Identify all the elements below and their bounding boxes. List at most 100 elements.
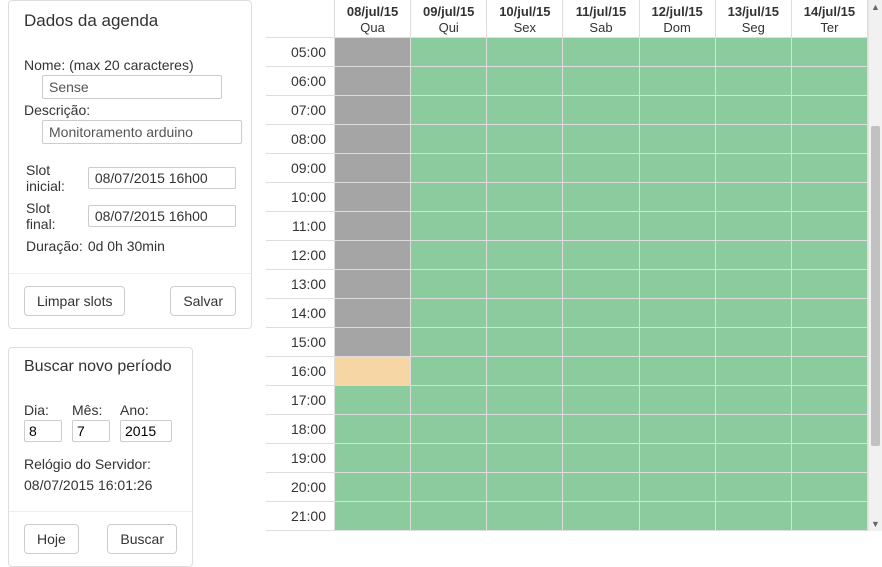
clear-slots-button[interactable]: Limpar slots <box>24 286 125 316</box>
calendar-cell[interactable] <box>335 299 410 328</box>
calendar-cell[interactable] <box>792 154 867 183</box>
calendar-cell[interactable] <box>563 125 638 154</box>
today-button[interactable]: Hoje <box>24 524 79 554</box>
calendar-cell[interactable] <box>563 444 638 473</box>
calendar-cell[interactable] <box>792 96 867 125</box>
calendar-cell[interactable] <box>640 444 715 473</box>
calendar-cell[interactable] <box>640 67 715 96</box>
calendar-cell[interactable] <box>335 473 410 502</box>
calendar-cell[interactable] <box>716 270 791 299</box>
calendar-cell[interactable] <box>335 502 410 531</box>
calendar-cell[interactable] <box>640 502 715 531</box>
calendar-cell[interactable] <box>411 357 486 386</box>
calendar-cell[interactable] <box>487 212 562 241</box>
calendar-cell[interactable] <box>640 415 715 444</box>
calendar-cell[interactable] <box>411 38 486 67</box>
calendar-cell[interactable] <box>792 328 867 357</box>
calendar-cell[interactable] <box>716 502 791 531</box>
calendar-cell[interactable] <box>792 241 867 270</box>
calendar-cell[interactable] <box>792 212 867 241</box>
calendar-cell[interactable] <box>716 183 791 212</box>
calendar-cell[interactable] <box>411 67 486 96</box>
calendar-cell[interactable] <box>792 67 867 96</box>
calendar-cell[interactable] <box>487 125 562 154</box>
month-input[interactable] <box>72 420 110 442</box>
calendar-cell[interactable] <box>411 270 486 299</box>
calendar-cell[interactable] <box>563 241 638 270</box>
calendar-cell[interactable] <box>335 67 410 96</box>
calendar-cell[interactable] <box>335 212 410 241</box>
calendar-cell[interactable] <box>487 270 562 299</box>
calendar-cell[interactable] <box>563 67 638 96</box>
calendar-cell[interactable] <box>563 212 638 241</box>
calendar-cell[interactable] <box>563 154 638 183</box>
calendar-cell[interactable] <box>716 38 791 67</box>
calendar-cell[interactable] <box>335 183 410 212</box>
calendar-cell[interactable] <box>640 38 715 67</box>
calendar-cell[interactable] <box>563 328 638 357</box>
calendar-cell[interactable] <box>411 96 486 125</box>
calendar-cell[interactable] <box>411 473 486 502</box>
calendar-cell[interactable] <box>716 357 791 386</box>
calendar-cell[interactable] <box>716 415 791 444</box>
calendar-cell[interactable] <box>335 154 410 183</box>
calendar-cell[interactable] <box>335 38 410 67</box>
calendar-cell[interactable] <box>563 415 638 444</box>
calendar-cell[interactable] <box>411 212 486 241</box>
calendar-cell[interactable] <box>792 444 867 473</box>
calendar-cell[interactable] <box>487 241 562 270</box>
calendar-cell[interactable] <box>335 444 410 473</box>
calendar-cell[interactable] <box>792 357 867 386</box>
calendar-cell[interactable] <box>792 183 867 212</box>
name-input[interactable] <box>42 75 222 99</box>
calendar-cell[interactable] <box>640 473 715 502</box>
calendar-cell[interactable] <box>716 241 791 270</box>
calendar-cell[interactable] <box>792 386 867 415</box>
calendar-cell[interactable] <box>563 38 638 67</box>
calendar-cell[interactable] <box>640 241 715 270</box>
slot-initial-value[interactable]: 08/07/2015 16h00 <box>88 167 236 189</box>
scroll-thumb[interactable] <box>871 126 880 446</box>
year-input[interactable] <box>120 420 172 442</box>
desc-input[interactable] <box>42 120 242 144</box>
calendar-cell[interactable] <box>411 444 486 473</box>
calendar-cell[interactable] <box>563 473 638 502</box>
calendar-cell[interactable] <box>335 415 410 444</box>
calendar-cell[interactable] <box>335 241 410 270</box>
calendar-cell[interactable] <box>716 299 791 328</box>
calendar-cell[interactable] <box>411 415 486 444</box>
calendar-cell[interactable] <box>335 96 410 125</box>
calendar-cell[interactable] <box>716 125 791 154</box>
calendar-cell[interactable] <box>487 473 562 502</box>
calendar-cell[interactable] <box>487 502 562 531</box>
calendar-cell[interactable] <box>563 183 638 212</box>
calendar-cell[interactable] <box>640 328 715 357</box>
calendar-cell[interactable] <box>716 212 791 241</box>
save-button[interactable]: Salvar <box>170 286 236 316</box>
calendar-cell[interactable] <box>335 328 410 357</box>
calendar-cell[interactable] <box>792 473 867 502</box>
search-button[interactable]: Buscar <box>107 524 177 554</box>
calendar-cell[interactable] <box>716 328 791 357</box>
calendar-cell[interactable] <box>716 67 791 96</box>
calendar-cell[interactable] <box>640 212 715 241</box>
calendar-cell[interactable] <box>487 67 562 96</box>
scroll-up-icon[interactable]: ▲ <box>869 0 882 14</box>
calendar-cell[interactable] <box>716 386 791 415</box>
calendar-cell[interactable] <box>563 357 638 386</box>
calendar-cell[interactable] <box>411 386 486 415</box>
calendar-cell[interactable] <box>716 473 791 502</box>
calendar-cell[interactable] <box>411 125 486 154</box>
calendar-cell[interactable] <box>411 502 486 531</box>
calendar-cell[interactable] <box>487 154 562 183</box>
scroll-down-icon[interactable]: ▼ <box>869 517 882 531</box>
calendar-cell[interactable] <box>487 386 562 415</box>
calendar-cell[interactable] <box>411 299 486 328</box>
calendar-cell[interactable] <box>640 125 715 154</box>
calendar-cell[interactable] <box>640 270 715 299</box>
calendar-cell[interactable] <box>716 444 791 473</box>
calendar-cell[interactable] <box>563 270 638 299</box>
calendar-cell[interactable] <box>487 328 562 357</box>
calendar-cell[interactable] <box>487 38 562 67</box>
calendar-cell[interactable] <box>792 299 867 328</box>
